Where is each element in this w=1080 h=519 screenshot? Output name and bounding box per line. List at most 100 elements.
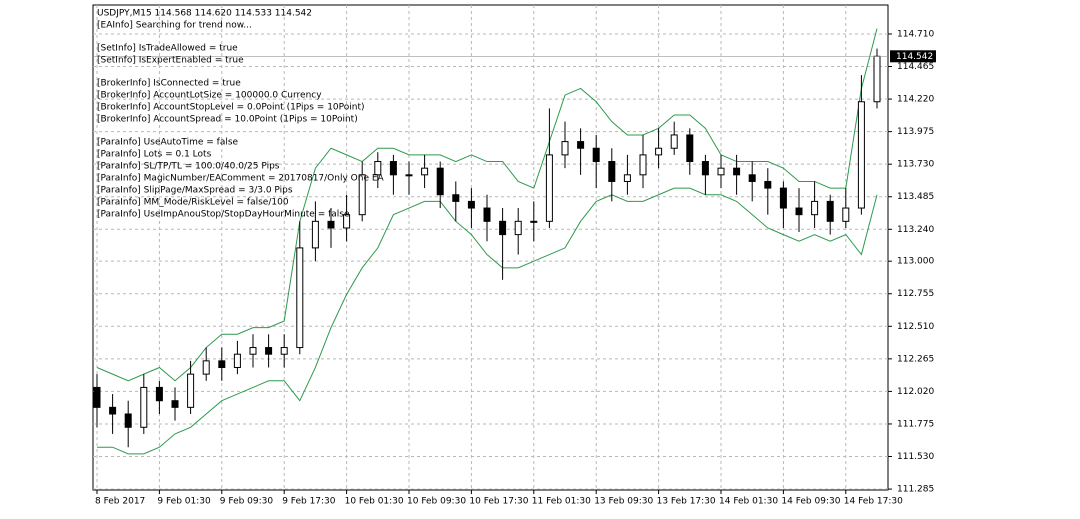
- y-tick-label: 111.285: [897, 485, 934, 495]
- x-tick-label: 11 Feb 01:30: [532, 497, 591, 507]
- info-line: [BrokerInfo] IsConnected = true: [97, 79, 241, 89]
- candle-body: [452, 194, 460, 202]
- candle-body: [296, 247, 304, 349]
- y-tick-label: 114.465: [897, 62, 934, 72]
- candle-body: [530, 220, 538, 223]
- grid: [93, 5, 888, 490]
- candle-body: [639, 154, 647, 176]
- y-tick-label: 113.730: [897, 160, 934, 170]
- bollinger-band: [97, 187, 878, 455]
- candle-body: [795, 207, 803, 216]
- plot-frame: [92, 4, 889, 491]
- info-line: [ParaInfo] MagicNumber/EAComment = 20170…: [97, 174, 385, 184]
- candle-body: [577, 141, 585, 149]
- candle-body: [249, 347, 257, 355]
- y-tick-label: 113.240: [897, 225, 934, 235]
- candle-body: [218, 360, 226, 368]
- candle-body: [857, 101, 865, 209]
- y-tick-label: 111.775: [897, 419, 934, 429]
- info-line: [BrokerInfo] AccountLotSize = 100000.0 C…: [97, 91, 322, 101]
- candle-body: [733, 167, 741, 176]
- y-tick-label: 114.710: [897, 29, 934, 39]
- candle-body: [124, 413, 132, 428]
- y-tick-label: 112.020: [897, 387, 934, 397]
- info-line: [ParaInfo] UseImpAnouStop/StopDayHourMin…: [97, 210, 350, 220]
- info-line: [SetInfo] IsExpertEnabled = true: [97, 56, 244, 66]
- candle-body: [701, 161, 709, 176]
- y-tick-label: 112.265: [897, 354, 934, 364]
- candle-body: [764, 180, 772, 189]
- x-tick-label: 8 Feb 2017: [95, 497, 145, 507]
- x-tick-label: 13 Feb 17:30: [657, 497, 716, 507]
- info-line: [SetInfo] IsTradeAllowed = true: [97, 44, 238, 54]
- candle-body: [592, 147, 600, 163]
- candle-body: [358, 174, 366, 216]
- candle-body: [561, 141, 569, 156]
- candle-body: [389, 161, 397, 176]
- candle-body: [421, 167, 429, 176]
- y-tick-label: 113.000: [897, 257, 934, 267]
- candle-body: [202, 360, 210, 375]
- x-tick-label: 9 Feb 09:30: [220, 497, 274, 507]
- candle-body: [483, 207, 491, 222]
- x-tick-label: 14 Feb 17:30: [844, 497, 903, 507]
- x-tick-label: 14 Feb 01:30: [719, 497, 778, 507]
- candle-body: [155, 386, 163, 402]
- candle-body: [717, 167, 725, 176]
- candle-body: [140, 386, 148, 428]
- last-price-label: 114.542: [896, 52, 933, 62]
- candle-body: [171, 400, 179, 408]
- y-tick-label: 114.220: [897, 95, 934, 105]
- candle-body: [109, 406, 117, 415]
- info-line: [BrokerInfo] AccountStopLevel = 0.0Point…: [97, 103, 365, 113]
- candle-body: [311, 220, 319, 249]
- candle-body: [826, 200, 834, 222]
- candle-body: [280, 347, 288, 355]
- candle-body: [233, 353, 241, 368]
- y-tick-label: 113.485: [897, 192, 934, 202]
- candle-body: [467, 200, 475, 209]
- x-tick-label: 10 Feb 09:30: [407, 497, 466, 507]
- info-line: [ParaInfo] SL/TP/TL = 100.0/40.0/25 Pips: [97, 162, 280, 172]
- x-tick-label: 14 Feb 09:30: [781, 497, 840, 507]
- candle-body: [327, 220, 335, 229]
- candle-body: [514, 220, 522, 236]
- candle-body: [748, 174, 756, 182]
- candle-body: [842, 207, 850, 222]
- y-tick-label: 113.975: [897, 127, 934, 137]
- candle-body: [436, 167, 444, 196]
- bollinger-band: [96, 28, 878, 382]
- x-tick-label: 9 Feb 01:30: [157, 497, 211, 507]
- candle-body: [655, 147, 663, 156]
- candle-body: [873, 55, 881, 103]
- info-line: [ParaInfo] UseAutoTime = false: [97, 138, 239, 148]
- candle-body: [670, 134, 678, 149]
- candle-body: [623, 174, 631, 182]
- candle-body: [187, 373, 195, 408]
- candle-body: [608, 161, 616, 182]
- y-tick-label: 112.510: [897, 322, 934, 332]
- candle-body: [779, 187, 787, 209]
- x-tick-label: 10 Feb 01:30: [345, 497, 404, 507]
- info-line: [EAInfo] Searching for trend now...: [97, 21, 252, 31]
- chart-title: USDJPY,M15 114.568 114.620 114.533 114.5…: [97, 9, 312, 19]
- candle-body: [545, 154, 553, 222]
- y-tick-label: 111.530: [897, 452, 934, 462]
- x-tick-label: 10 Feb 17:30: [469, 497, 528, 507]
- candle-body: [405, 174, 413, 177]
- info-line: [ParaInfo] SlipPage/MaxSpread = 3/3.0 Pi…: [97, 186, 293, 196]
- info-line: [ParaInfo] MM_Mode/RiskLevel = false/100: [97, 198, 289, 208]
- candle-body: [811, 200, 819, 216]
- candle-body: [265, 347, 273, 355]
- info-line: [BrokerInfo] AccountSpread = 10.0Point (…: [97, 115, 358, 125]
- candle-body: [686, 134, 694, 163]
- candle-body: [499, 220, 507, 236]
- info-line: [ParaInfo] Lots = 0.1 Lots: [97, 150, 212, 160]
- y-tick-label: 112.755: [897, 289, 934, 299]
- candle-body: [374, 161, 382, 176]
- last-price-box: [890, 50, 936, 63]
- x-tick-label: 13 Feb 09:30: [594, 497, 653, 507]
- candle-body: [343, 214, 351, 229]
- candle-body: [93, 386, 101, 408]
